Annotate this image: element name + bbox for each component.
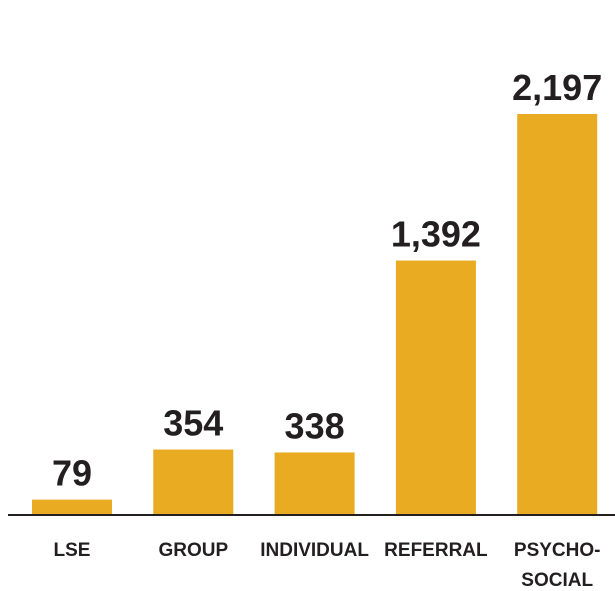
- value-label: 354: [163, 403, 223, 444]
- value-label: 2,197: [512, 67, 602, 108]
- bar: [153, 449, 234, 514]
- bar: [395, 260, 476, 514]
- bar: [32, 499, 112, 514]
- x-tick-label: GROUP: [158, 540, 228, 561]
- x-tick-label: LSE: [54, 540, 91, 561]
- x-tick-label: INDIVIDUAL: [260, 540, 369, 561]
- bar: [517, 114, 598, 514]
- value-label: 1,392: [391, 214, 481, 255]
- x-tick-label: PSYCHO- SOCIAL: [514, 540, 601, 591]
- value-label: 79: [52, 453, 92, 494]
- x-tick-label: REFERRAL: [384, 540, 488, 561]
- x-tick-label-line: PSYCHO-: [514, 540, 601, 561]
- value-label: 338: [285, 405, 345, 446]
- x-tick-label-line: SOCIAL: [521, 570, 593, 591]
- bar: [274, 452, 355, 514]
